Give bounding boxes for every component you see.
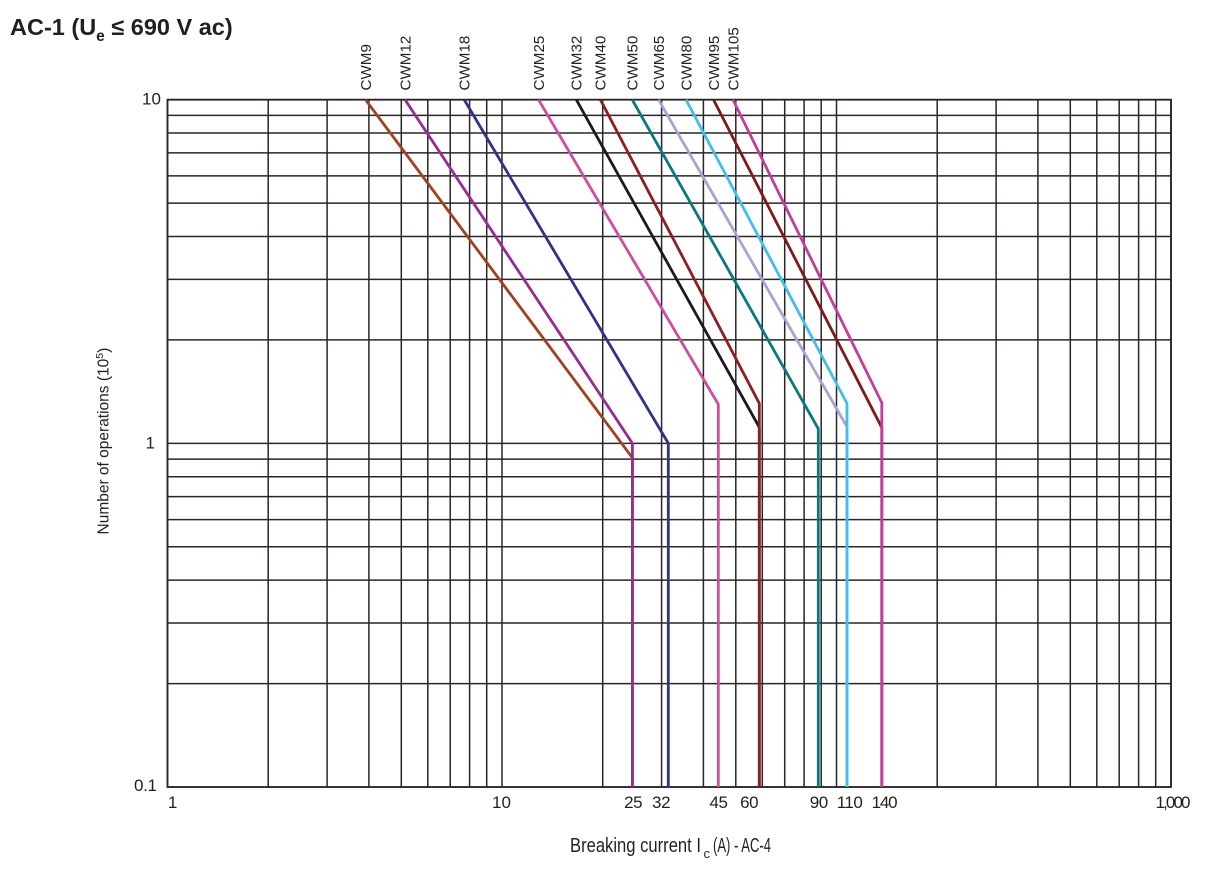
svg-text:CWM50: CWM50 (625, 36, 642, 91)
svg-text:CWM25: CWM25 (531, 36, 548, 91)
svg-text:45: 45 (709, 793, 728, 812)
svg-text:25: 25 (624, 793, 643, 812)
svg-text:CWM80: CWM80 (678, 36, 695, 91)
svg-text:140: 140 (872, 793, 898, 812)
svg-text:AC-1 (Ue ≤ 690 V ac): AC-1 (Ue ≤ 690 V ac) (10, 14, 233, 45)
svg-text:CWM12: CWM12 (397, 36, 414, 91)
svg-text:Breaking current I: Breaking current I (570, 834, 701, 857)
svg-text:110: 110 (837, 793, 863, 812)
svg-text:0.1: 0.1 (134, 776, 157, 795)
svg-text:CWM95: CWM95 (706, 36, 723, 91)
svg-text:CWM18: CWM18 (457, 36, 474, 91)
svg-text:90: 90 (810, 793, 829, 812)
svg-text:10: 10 (142, 90, 161, 109)
svg-text:1,000: 1,000 (1156, 793, 1191, 812)
svg-text:32: 32 (652, 793, 671, 812)
svg-text:10: 10 (492, 793, 511, 812)
svg-text:CWM40: CWM40 (593, 36, 610, 91)
svg-text:CWM65: CWM65 (651, 36, 668, 91)
svg-text:CWM105: CWM105 (725, 27, 742, 90)
svg-text:c: c (704, 846, 711, 861)
svg-text:CWM32: CWM32 (569, 36, 586, 91)
svg-text:Number of operations (105): Number of operations (105) (94, 348, 113, 535)
svg-text:(A) - AC-4: (A) - AC-4 (713, 834, 771, 857)
svg-text:CWM9: CWM9 (358, 44, 375, 90)
svg-text:1: 1 (168, 793, 177, 812)
svg-text:60: 60 (740, 793, 759, 812)
svg-text:1: 1 (146, 434, 155, 453)
